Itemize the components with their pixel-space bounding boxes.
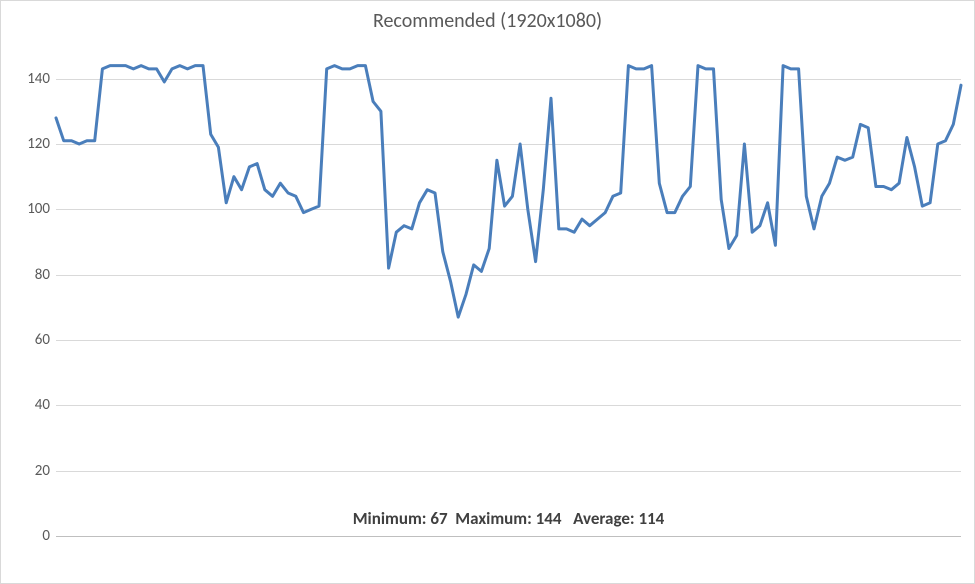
plot-area: Minimum: 67 Maximum: 144 Average: 114 02… <box>56 46 961 536</box>
stat-avg-value: 114 <box>638 508 664 529</box>
y-tick-label: 80 <box>35 266 50 284</box>
stat-min-label: Minimum: <box>353 508 427 529</box>
y-tick-label: 40 <box>35 396 50 414</box>
y-tick-label: 140 <box>27 70 50 88</box>
stats-footer: Minimum: 67 Maximum: 144 Average: 114 <box>56 508 961 529</box>
y-tick-label: 20 <box>35 462 50 480</box>
y-tick-label: 100 <box>27 200 50 218</box>
stat-max-label: Maximum: <box>455 508 532 529</box>
y-tick-label: 120 <box>27 135 50 153</box>
stat-avg-label: Average: <box>573 508 635 529</box>
line-series <box>56 46 961 536</box>
chart-title: Recommended (1920x1080) <box>1 9 974 33</box>
stat-min-value: 67 <box>430 508 447 529</box>
y-tick-label: 0 <box>42 527 50 545</box>
chart-container: Recommended (1920x1080) Minimum: 67 Maxi… <box>0 0 975 584</box>
x-axis-line <box>56 536 961 537</box>
stat-max-value: 144 <box>536 508 562 529</box>
y-tick-label: 60 <box>35 331 50 349</box>
